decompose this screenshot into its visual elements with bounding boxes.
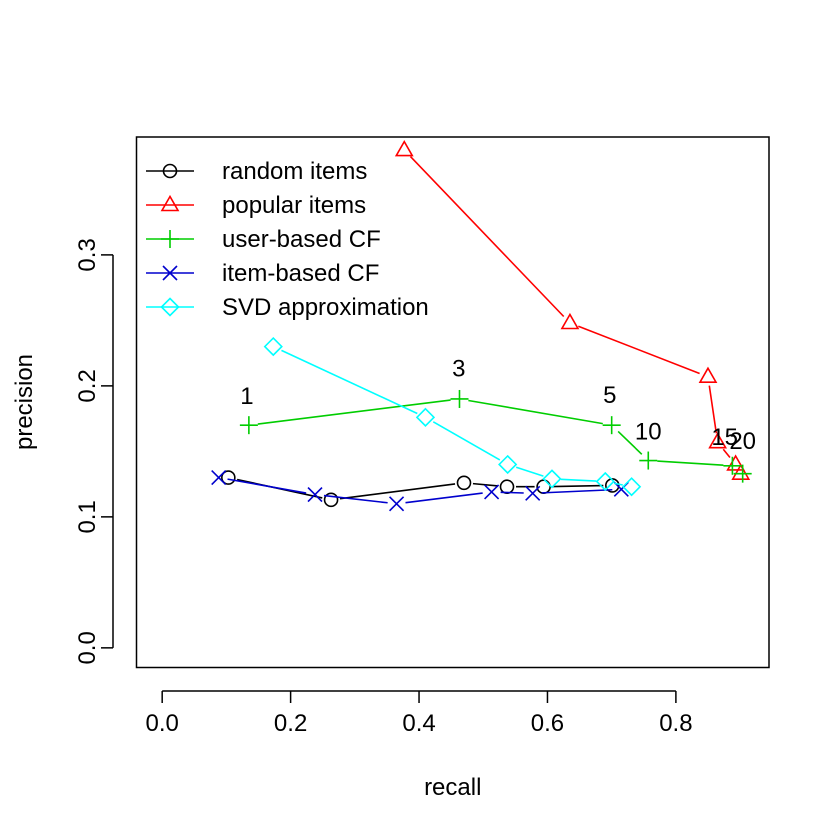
series-line-segment [409,156,565,318]
data-point [560,312,580,330]
series-1 [394,139,751,480]
point-label: 1 [240,383,253,410]
series-layer [211,139,752,512]
x-axis-title: recall [424,774,481,801]
data-point [733,464,752,483]
data-point [211,470,227,486]
series-line-segment [500,491,524,494]
data-point [698,366,718,384]
legend-label: item-based CF [222,260,379,287]
point-label: 20 [729,428,756,455]
y-tick-label: 0.0 [74,631,101,664]
data-point [323,492,339,508]
data-point [456,475,472,491]
data-point [307,487,323,503]
x-tick-label: 0.8 [659,710,692,737]
legend-marker [161,230,179,248]
series-line-segment [281,349,418,415]
legend-item: random items [146,158,367,185]
data-point [388,496,405,512]
x-tick-label: 0.2 [274,710,307,737]
data-point [595,471,615,492]
y-tick-label: 0.2 [74,369,101,402]
legend-label: SVD approximation [222,294,429,321]
y-tick-label: 0.1 [74,500,101,533]
y-tick-label: 0.3 [74,238,101,271]
point-label: 15 [711,424,738,451]
legend-item: item-based CF [146,260,379,287]
data-point [639,451,658,470]
series-line-segment [405,492,483,504]
y-axis: 0.0 0.1 0.2 0.3 [74,238,114,665]
series-line-segment [708,385,718,434]
series-line-segment [227,478,307,494]
legend: random items popular items user-based CF it… [146,158,429,321]
legend-item: popular items [146,192,366,219]
series-line-segment [432,421,501,461]
data-point [239,416,258,435]
series-3 [211,470,629,512]
data-point [394,139,414,157]
data-point [415,407,436,427]
data-point [498,454,518,475]
data-point [263,336,283,357]
data-point [525,485,541,501]
y-axis-title: precision [11,354,38,450]
series-4 [263,336,642,497]
series-line-segment [515,466,544,477]
series-line-segment [468,399,603,425]
plot-frame [135,136,770,669]
legend-item: user-based CF [146,226,381,253]
data-point [484,484,500,500]
series-line-segment [552,484,604,488]
series-2 [239,389,752,483]
data-point [542,469,562,489]
series-line-segment [722,448,731,458]
data-point [723,456,742,475]
data-point [602,416,621,435]
legend-label: popular items [222,192,366,219]
legend-label: user-based CF [222,226,381,253]
series-line-segment [257,399,451,425]
x-axis: 0.0 0.2 0.4 0.6 0.8 [145,690,693,737]
series-line-segment [613,482,623,486]
legend-marker [160,194,180,212]
series-line-segment [617,430,643,455]
data-point [731,463,751,480]
x-tick-label: 0.4 [402,710,435,737]
legend-marker [160,297,180,317]
series-line-segment [560,478,597,482]
data-point [605,478,620,493]
series-line-segment [578,325,700,375]
series-line-segment [541,488,613,494]
legend-marker [162,265,178,281]
series-line-segment [339,483,456,500]
x-tick-label: 0.0 [145,710,178,737]
legend-item: SVD approximation [146,294,429,321]
legend-marker [162,163,178,179]
legend-label: random items [222,158,367,185]
point-label: 10 [635,419,662,446]
x-tick-label: 0.6 [531,710,564,737]
point-label: 3 [452,356,465,383]
data-point [708,432,728,449]
data-point [621,477,642,497]
series-line-segment [657,460,724,467]
data-point [450,389,469,408]
point-label: 5 [603,382,616,409]
data-point [221,470,236,485]
series-line-segment [323,494,388,504]
